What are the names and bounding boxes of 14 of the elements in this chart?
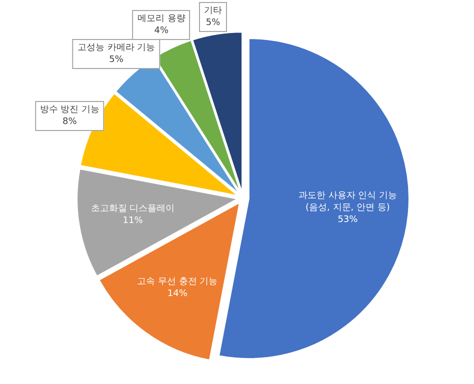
slice-label: 고성능 카메라 기능 [77,43,156,54]
data-label: 11% [122,216,143,226]
slice-label: 방수 방진 기능 [40,105,100,116]
slice-label: 기타 [204,6,222,16]
data-label: 5% [206,18,220,28]
slice-label: 초고화질 디스플레이 [90,204,175,214]
data-label: 4% [154,26,169,36]
data-label: 14% [167,289,188,300]
data-label: 53% [338,214,358,225]
slice-label: 과도한 사용자 인식 기능(음성, 지문, 안면 등) [298,190,398,213]
slice-label: 메모리 용량 [137,14,186,24]
slice-label: 고속 무선 충전 기능 [137,277,218,288]
data-label: 5% [109,55,124,66]
data-label: 8% [62,117,77,128]
